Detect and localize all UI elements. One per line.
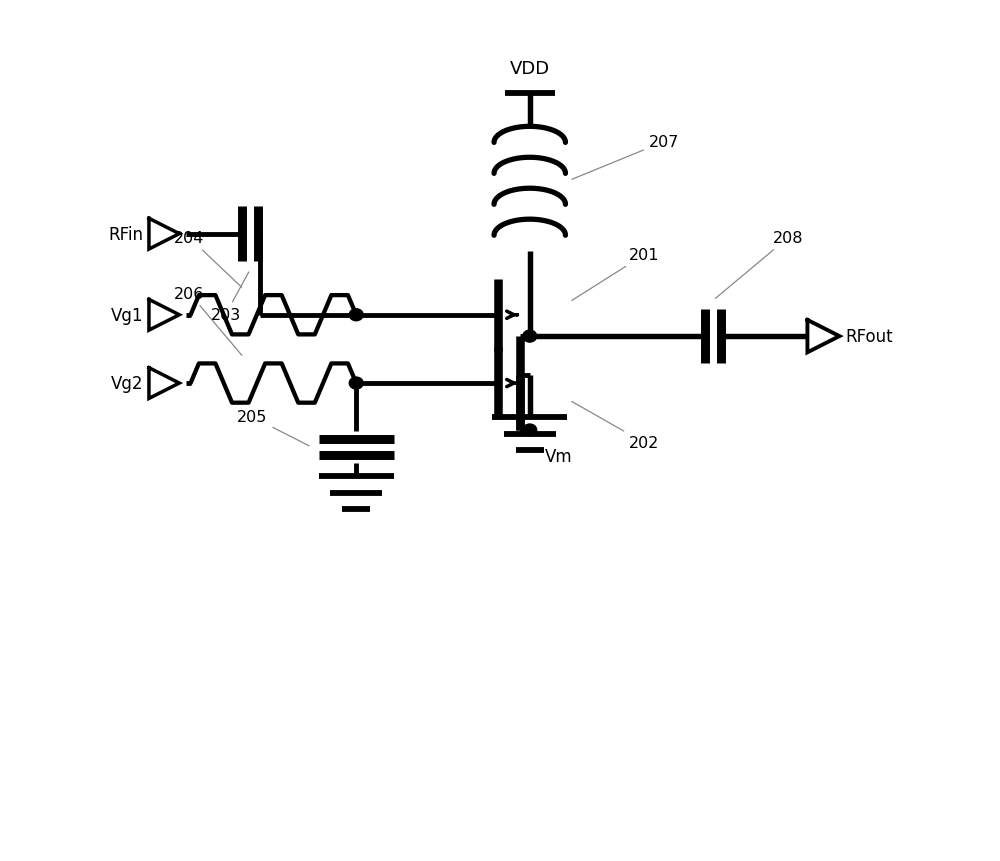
Text: 204: 204 <box>174 231 242 288</box>
Circle shape <box>349 378 363 389</box>
Text: 201: 201 <box>572 248 659 301</box>
Text: RFin: RFin <box>108 226 143 244</box>
Circle shape <box>523 331 537 343</box>
Text: 203: 203 <box>210 273 249 323</box>
Text: 206: 206 <box>174 287 242 356</box>
Text: Vg2: Vg2 <box>111 375 143 393</box>
Circle shape <box>523 424 537 437</box>
Text: 202: 202 <box>572 402 659 450</box>
Text: 205: 205 <box>237 410 309 446</box>
Polygon shape <box>149 300 179 331</box>
Polygon shape <box>149 219 179 250</box>
Polygon shape <box>807 320 839 353</box>
Polygon shape <box>149 369 179 399</box>
Text: Vm: Vm <box>545 448 572 466</box>
Text: Vg1: Vg1 <box>111 307 143 325</box>
Text: 207: 207 <box>572 135 679 180</box>
Circle shape <box>349 309 363 321</box>
Text: 208: 208 <box>715 231 803 299</box>
Text: RFout: RFout <box>845 328 893 346</box>
Text: VDD: VDD <box>510 60 550 78</box>
